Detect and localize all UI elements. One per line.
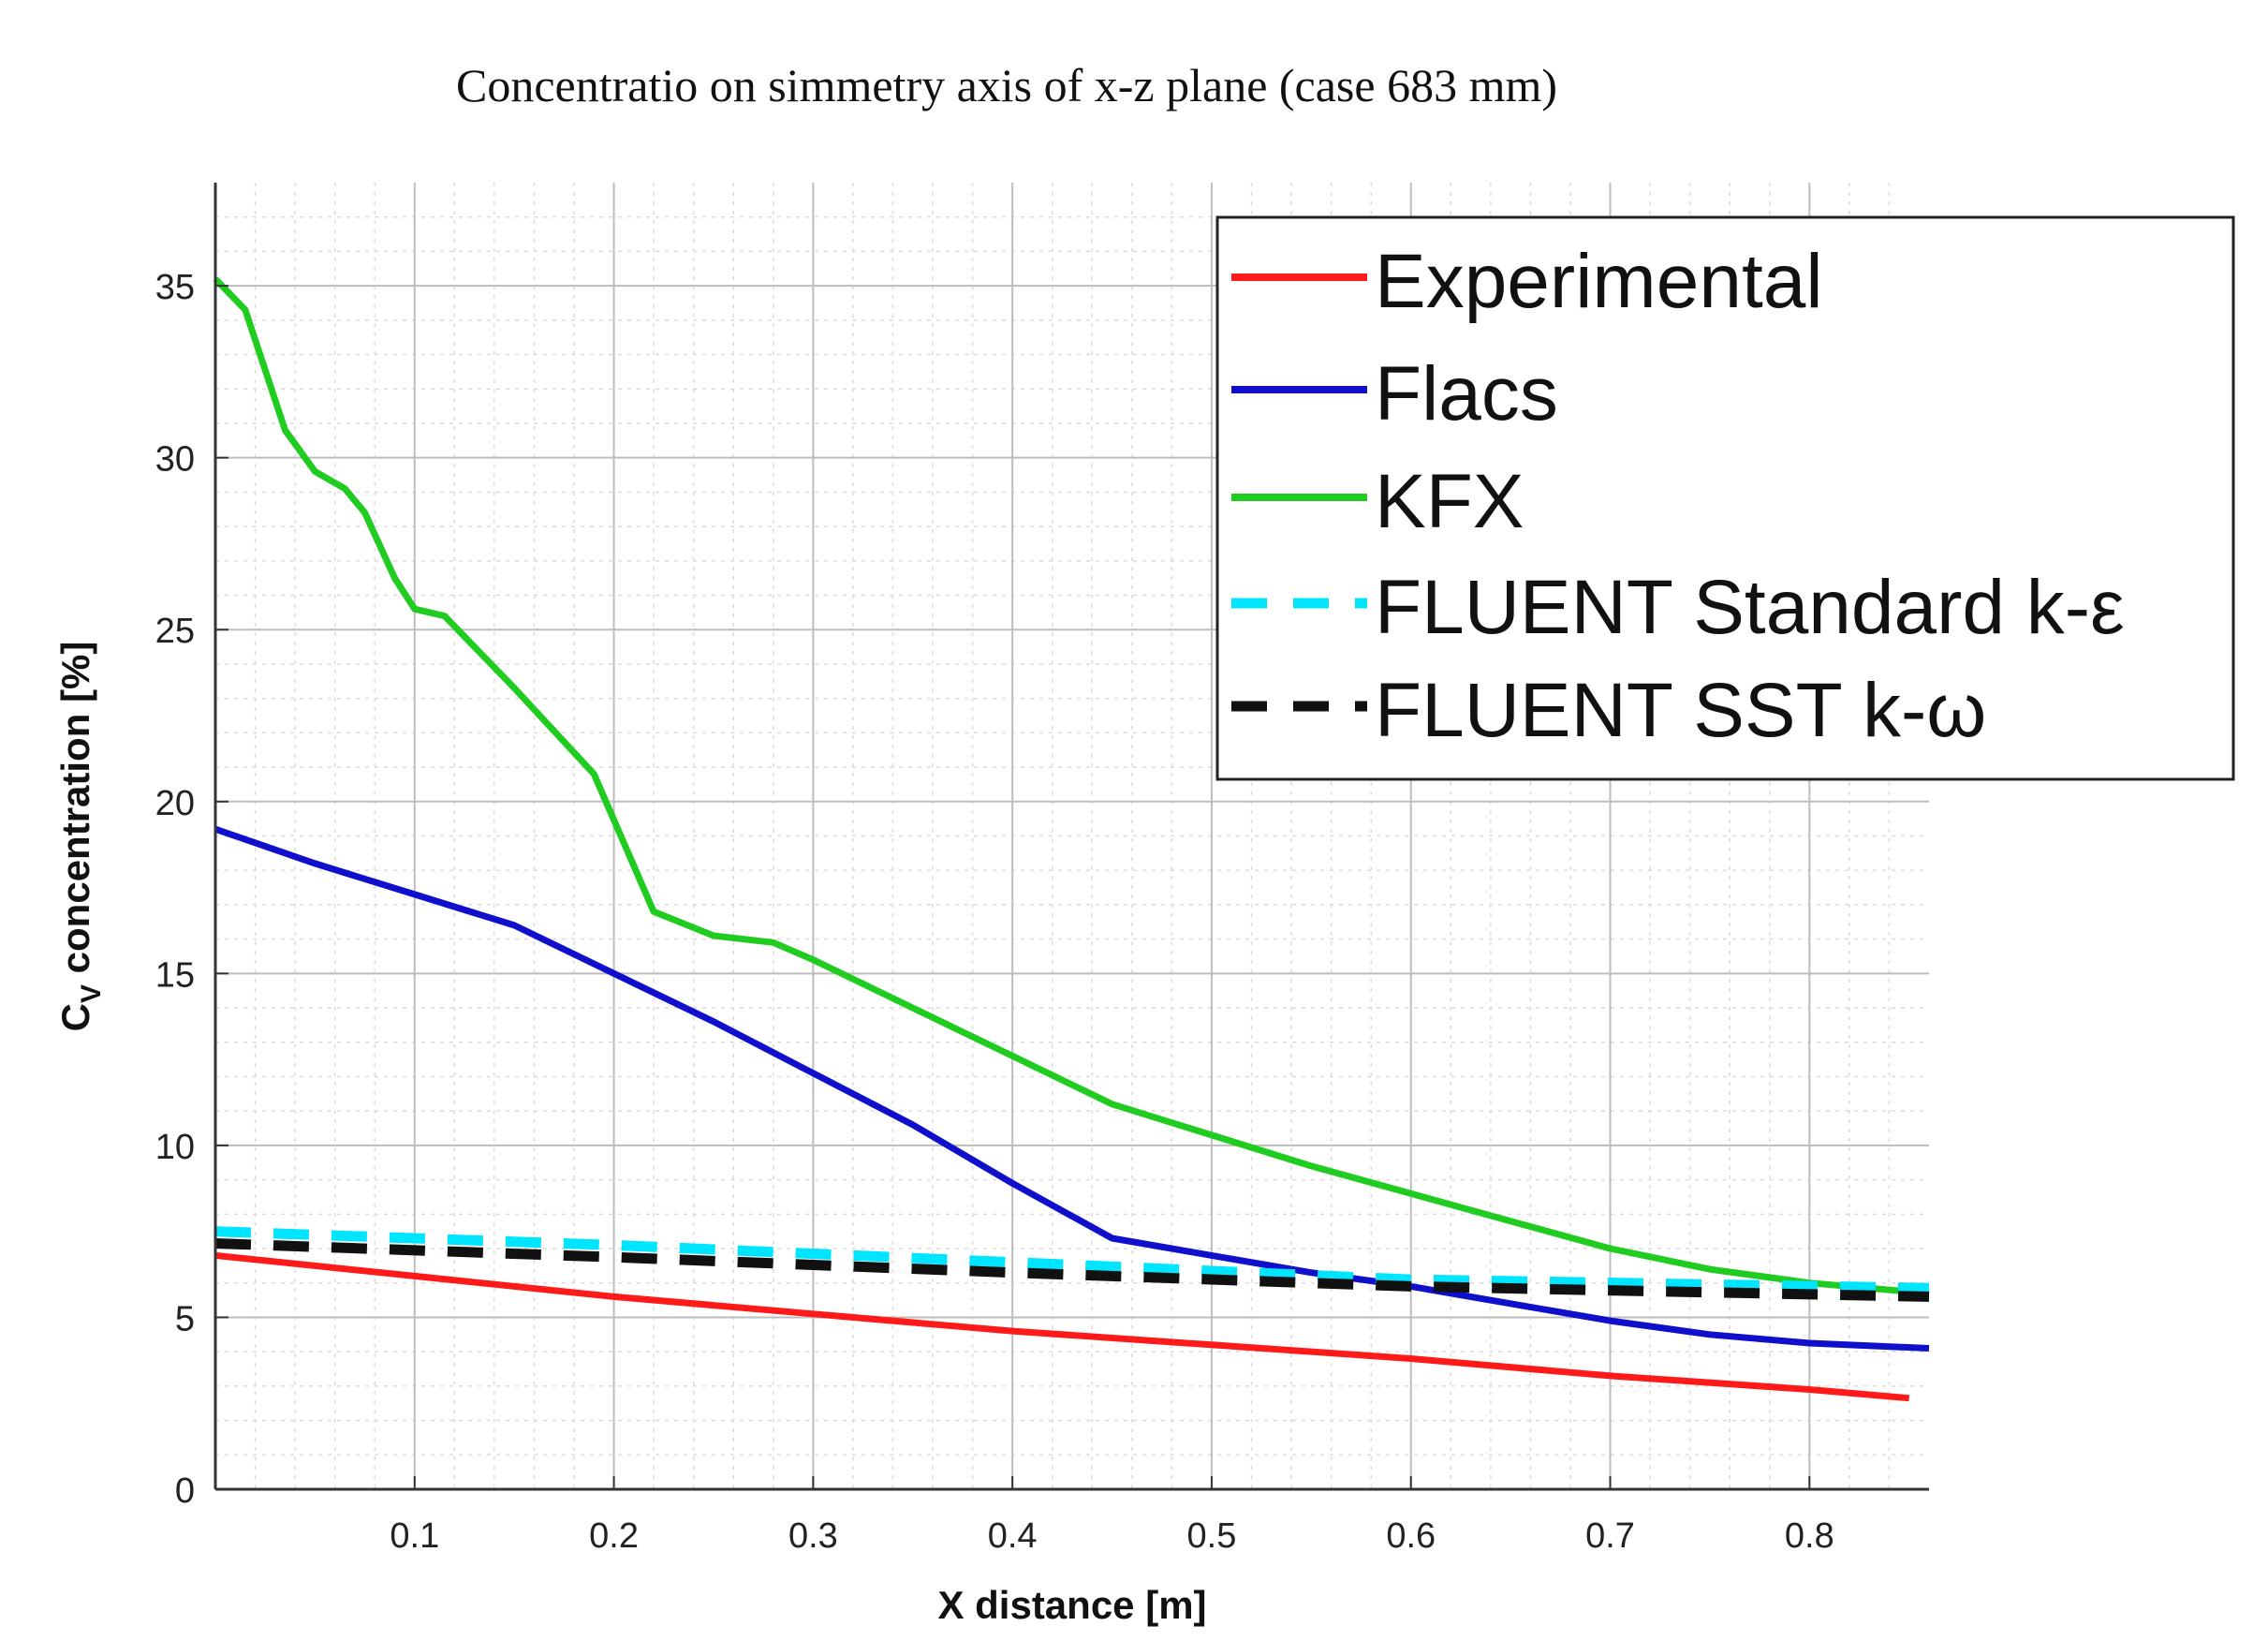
legend-label-4: FLUENT Standard k-ε <box>1375 565 2125 650</box>
x-axis-label: X distance [m] <box>937 1583 1206 1627</box>
y-tick-label: 20 <box>155 784 195 823</box>
x-tick-label: 0.7 <box>1585 1516 1635 1556</box>
y-tick-label: 30 <box>155 440 195 480</box>
x-tick-label: 0.5 <box>1187 1516 1237 1556</box>
legend-label-1: Experimental <box>1375 239 1823 324</box>
series-layer <box>213 276 1930 1402</box>
y-axis-label-rest: concentration [%] <box>53 642 97 984</box>
ticks-layer: 0.1 0.2 0.3 0.4 0.5 0.6 0.7 0.8 0 5 10 15 20 25 30 35 <box>155 268 1834 1556</box>
x-tick-label: 0.8 <box>1785 1516 1834 1556</box>
y-tick-label: 10 <box>155 1128 195 1167</box>
y-axis-label-subscript: V <box>76 984 107 1003</box>
y-tick-label: 15 <box>155 955 195 995</box>
y-axis-label: CV concentration [%] <box>53 642 107 1032</box>
legend-items: Experimental Flacs KFX FLUENT Standard k-ε F… <box>1231 239 2125 753</box>
series-line-3 <box>213 276 1930 1297</box>
series-line-5 <box>214 1238 1930 1302</box>
x-tick-label: 0.6 <box>1386 1516 1436 1556</box>
chart-title: Concentratio on simmetry axis of x-z pla… <box>456 59 1557 111</box>
legend-label-5: FLUENT SST k-ω <box>1375 668 1986 753</box>
series-line-4 <box>214 1226 1930 1294</box>
y-tick-label: 35 <box>155 268 195 307</box>
y-axis-label-main: C <box>53 1003 97 1031</box>
legend: Experimental Flacs KFX FLUENT Standard k-ε F… <box>1215 215 2235 781</box>
legend-label-2: Flacs <box>1375 351 1558 436</box>
x-tick-label: 0.2 <box>589 1516 639 1556</box>
y-tick-label: 5 <box>175 1299 195 1338</box>
y-tick-label: 0 <box>175 1471 195 1511</box>
series-line-2 <box>214 825 1930 1352</box>
series-line-1 <box>214 1251 1910 1402</box>
axes-layer <box>214 183 1929 1491</box>
x-tick-label: 0.3 <box>788 1516 838 1556</box>
legend-label-3: KFX <box>1375 459 1524 544</box>
y-tick-label: 25 <box>155 612 195 651</box>
x-tick-label: 0.1 <box>390 1516 439 1556</box>
x-tick-label: 0.4 <box>988 1516 1038 1556</box>
legend-box <box>1215 215 2235 781</box>
